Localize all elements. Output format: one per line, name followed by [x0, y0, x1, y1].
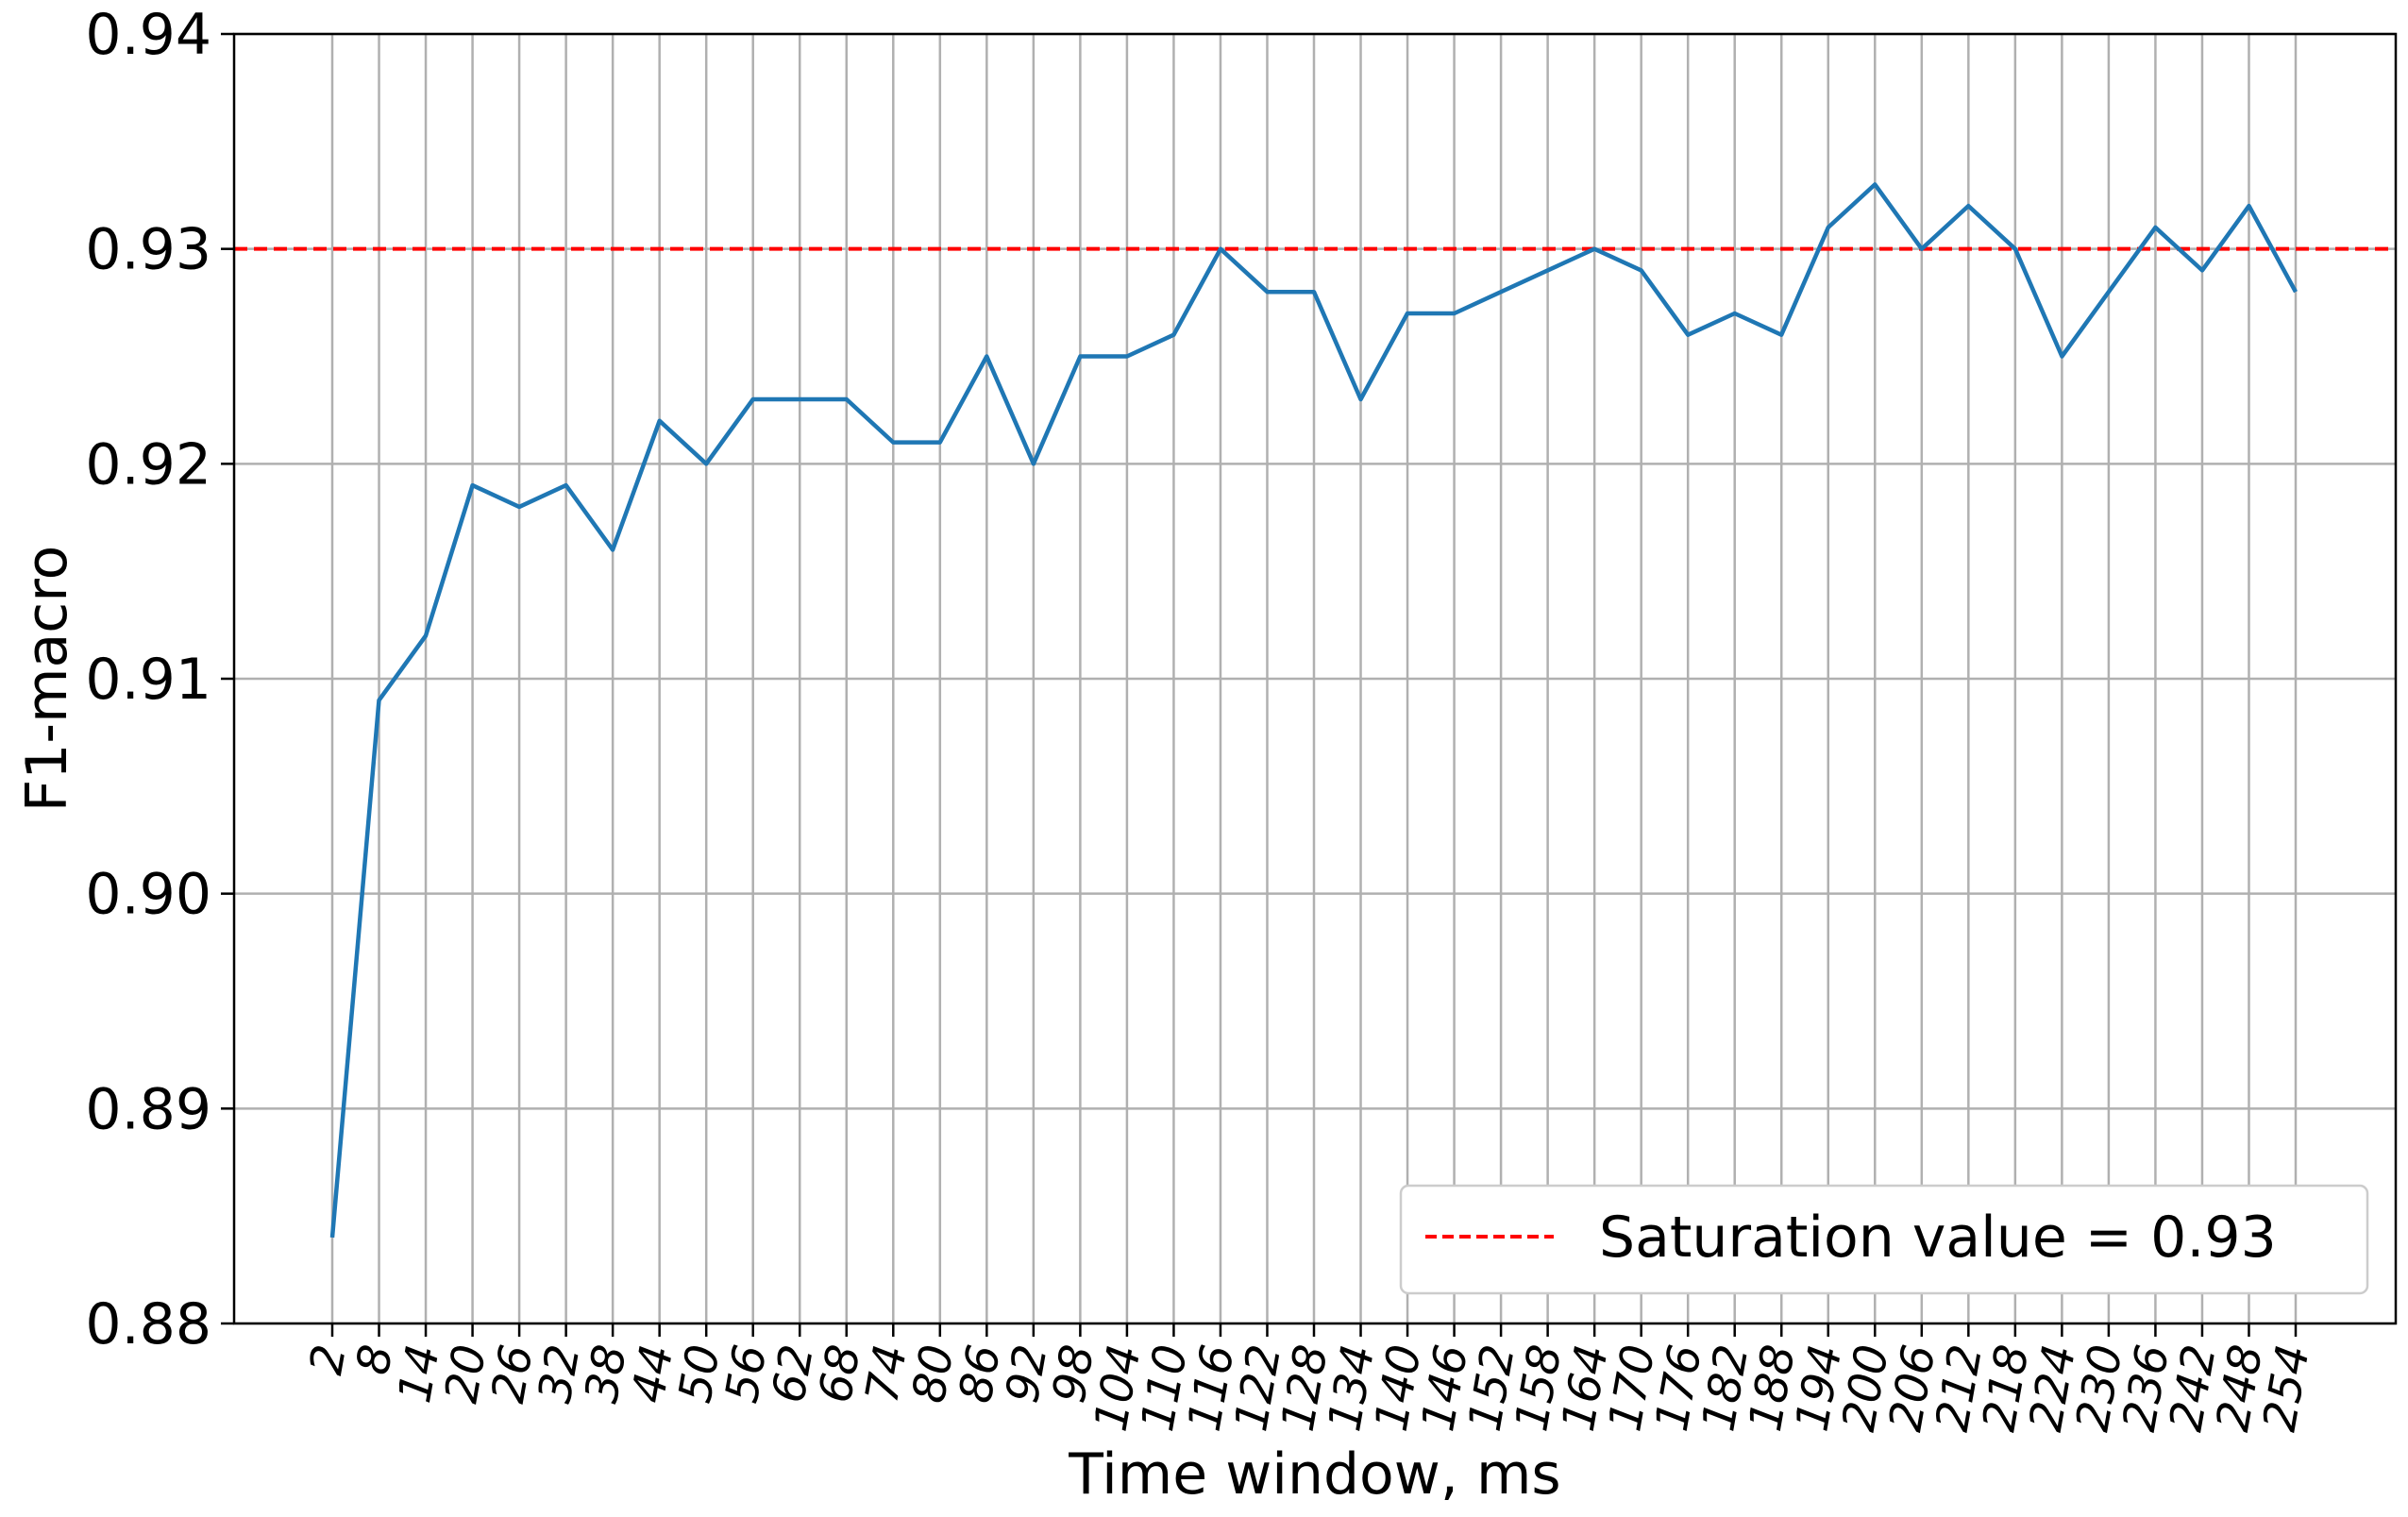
y-tick-label: 0.90	[85, 862, 211, 928]
x-tick-label: 80	[902, 1340, 965, 1407]
x-tick-label: 32	[529, 1340, 591, 1407]
x-tick-label: 98	[1042, 1340, 1104, 1407]
x-tick-label: 50	[668, 1340, 731, 1407]
y-tick-label: 0.88	[85, 1291, 211, 1357]
y-tick-label: 0.89	[85, 1076, 211, 1142]
x-tick-label: 20	[435, 1340, 497, 1407]
y-tick-label: 0.93	[85, 217, 211, 283]
legend-entry-saturation: Saturation value = 0.93	[1599, 1205, 2277, 1271]
x-tick-label: 92	[996, 1340, 1058, 1407]
grid	[234, 32, 2396, 1325]
x-tick-label: 86	[949, 1340, 1011, 1407]
legend: Saturation value = 0.93	[1399, 1184, 2369, 1295]
y-tick-label: 0.91	[85, 647, 211, 713]
x-tick-label: 38	[575, 1340, 637, 1407]
x-axis-label: Time window, ms	[1068, 1441, 1560, 1508]
y-tick-label: 0.92	[85, 431, 211, 497]
y-axis-ticks: 0.88 0.89 0.90 0.91 0.92 0.93 0.94	[85, 2, 234, 1357]
y-axis-label: F1-macro	[14, 546, 80, 813]
x-tick-label: 62	[762, 1340, 824, 1407]
x-axis-ticks: 2814202632384450566268748086929810411011…	[299, 1323, 2320, 1435]
x-tick-label: 56	[716, 1340, 778, 1407]
y-tick-label: 0.94	[85, 2, 211, 68]
x-tick-label: 26	[481, 1340, 544, 1407]
x-tick-label: 44	[622, 1340, 684, 1407]
legend-box	[1399, 1184, 2369, 1295]
x-tick-label: 68	[809, 1340, 871, 1407]
series-group	[329, 182, 2298, 1239]
x-tick-label: 14	[388, 1340, 450, 1407]
x-tick-label: 74	[855, 1340, 918, 1407]
